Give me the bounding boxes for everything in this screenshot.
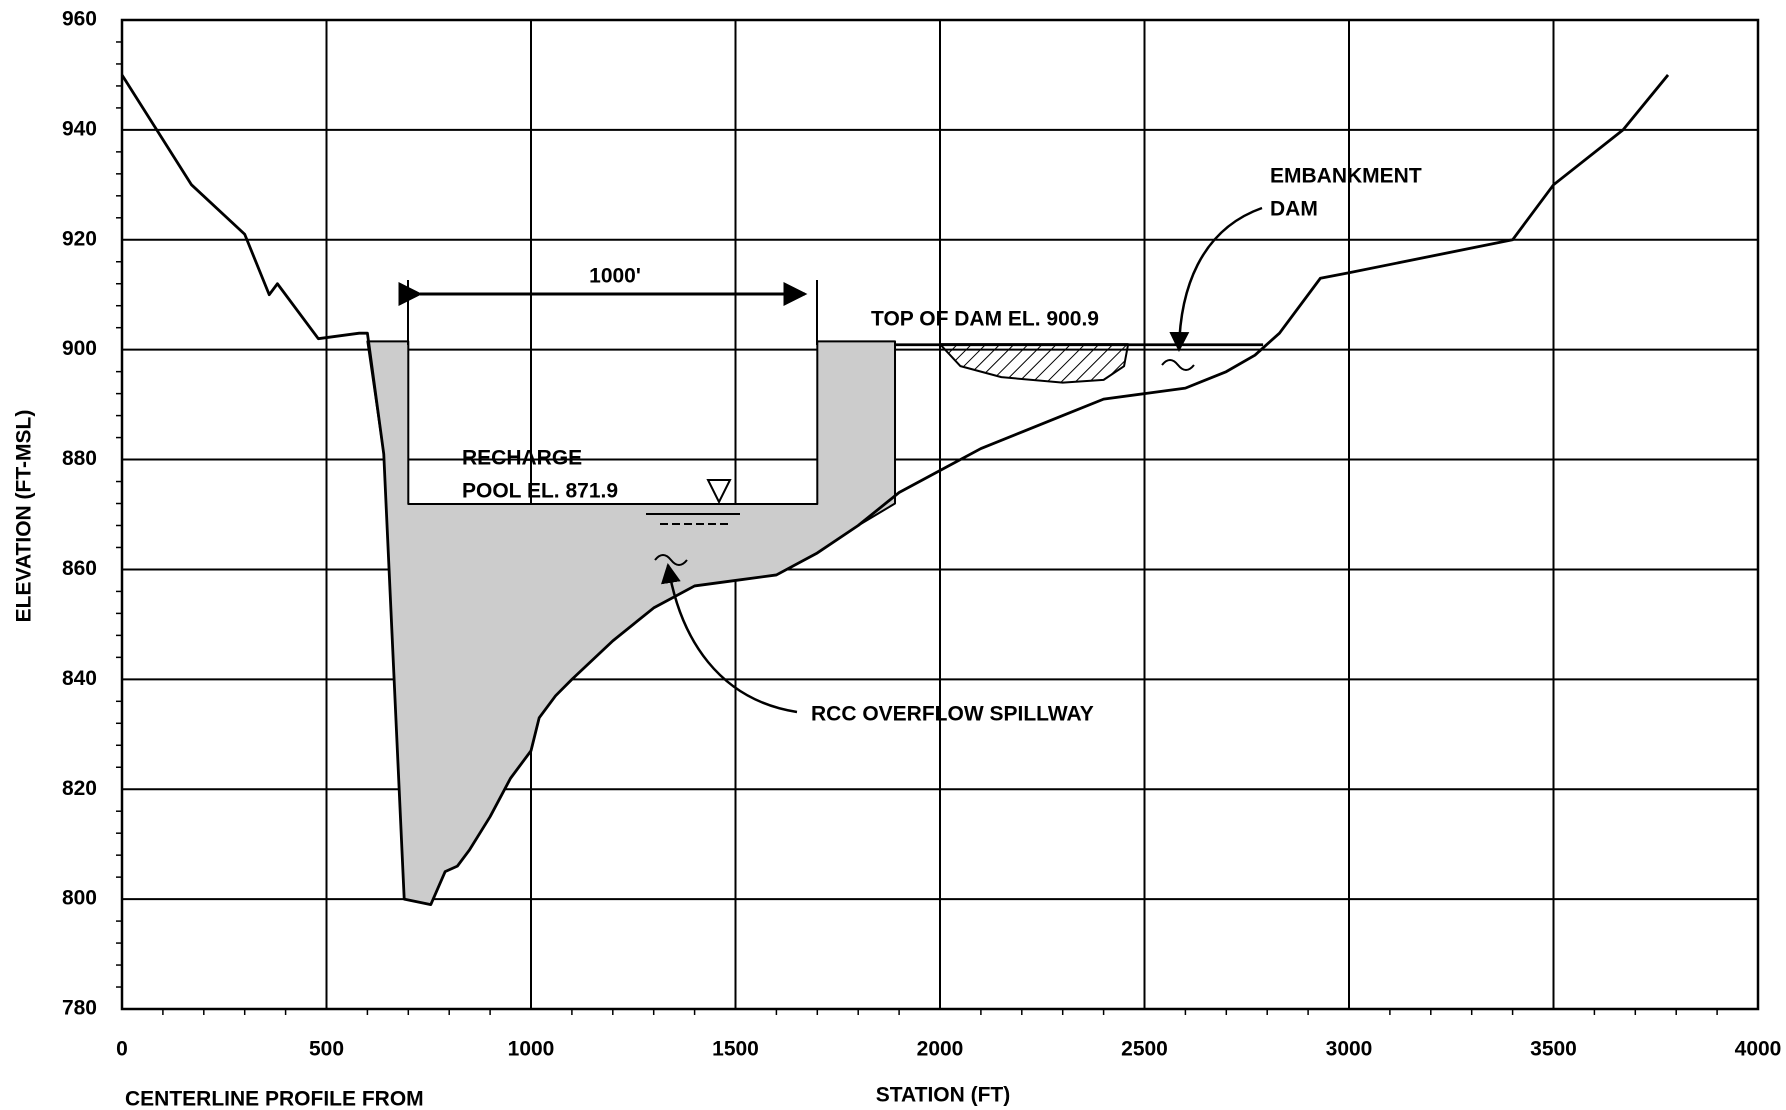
profile-line	[120, 74, 1670, 907]
water-symbol	[706, 479, 732, 505]
x-tick-label: 3500	[1530, 1038, 1577, 1061]
annotation: POOL EL. 871.9	[462, 480, 618, 503]
annotation: RECHARGE	[462, 447, 582, 470]
annotation: RCC OVERFLOW SPILLWAY	[811, 703, 1094, 726]
x-tick-label: 2000	[917, 1038, 964, 1061]
y-tick-label: 780	[62, 997, 97, 1020]
squiggle	[654, 554, 688, 566]
y-tick-label: 900	[62, 337, 97, 360]
grid	[116, 19, 1759, 1015]
y-tick-label: 860	[62, 557, 97, 580]
callout-arrow	[1169, 206, 1263, 352]
x-tick-label: 500	[309, 1038, 344, 1061]
y-tick-label: 840	[62, 667, 97, 690]
callout-arrow	[660, 563, 798, 714]
annotation: EMBANKMENT	[1270, 165, 1422, 188]
x-tick-label: 2500	[1121, 1038, 1168, 1061]
plot-frame	[120, 18, 1760, 1011]
area	[939, 343, 1130, 384]
annotation: 1000'	[589, 265, 641, 288]
y-tick-label: 820	[62, 777, 97, 800]
x-tick-label: 1000	[508, 1038, 555, 1061]
x-tick-label: 0	[116, 1038, 128, 1061]
y-tick-label: 800	[62, 887, 97, 910]
squiggle	[1161, 359, 1195, 371]
y-tick-label: 920	[62, 227, 97, 250]
y-tick-label: 880	[62, 447, 97, 470]
area	[366, 340, 897, 906]
annotation: DAM	[1270, 198, 1318, 221]
annotation-graphics	[398, 206, 1263, 714]
annotation: TOP OF DAM EL. 900.9	[871, 308, 1099, 331]
x-tick-label: 3000	[1326, 1038, 1373, 1061]
y-tick-label: 940	[62, 117, 97, 140]
y-axis-label: ELEVATION (FT-MSL)	[13, 410, 36, 623]
x-tick-label: 4000	[1735, 1038, 1782, 1061]
y-tick-label: 960	[62, 8, 97, 31]
annotation: CENTERLINE PROFILE FROM	[125, 1088, 424, 1110]
x-axis-label: STATION (FT)	[876, 1084, 1011, 1107]
x-tick-label: 1500	[712, 1038, 759, 1061]
marks	[120, 74, 1670, 907]
